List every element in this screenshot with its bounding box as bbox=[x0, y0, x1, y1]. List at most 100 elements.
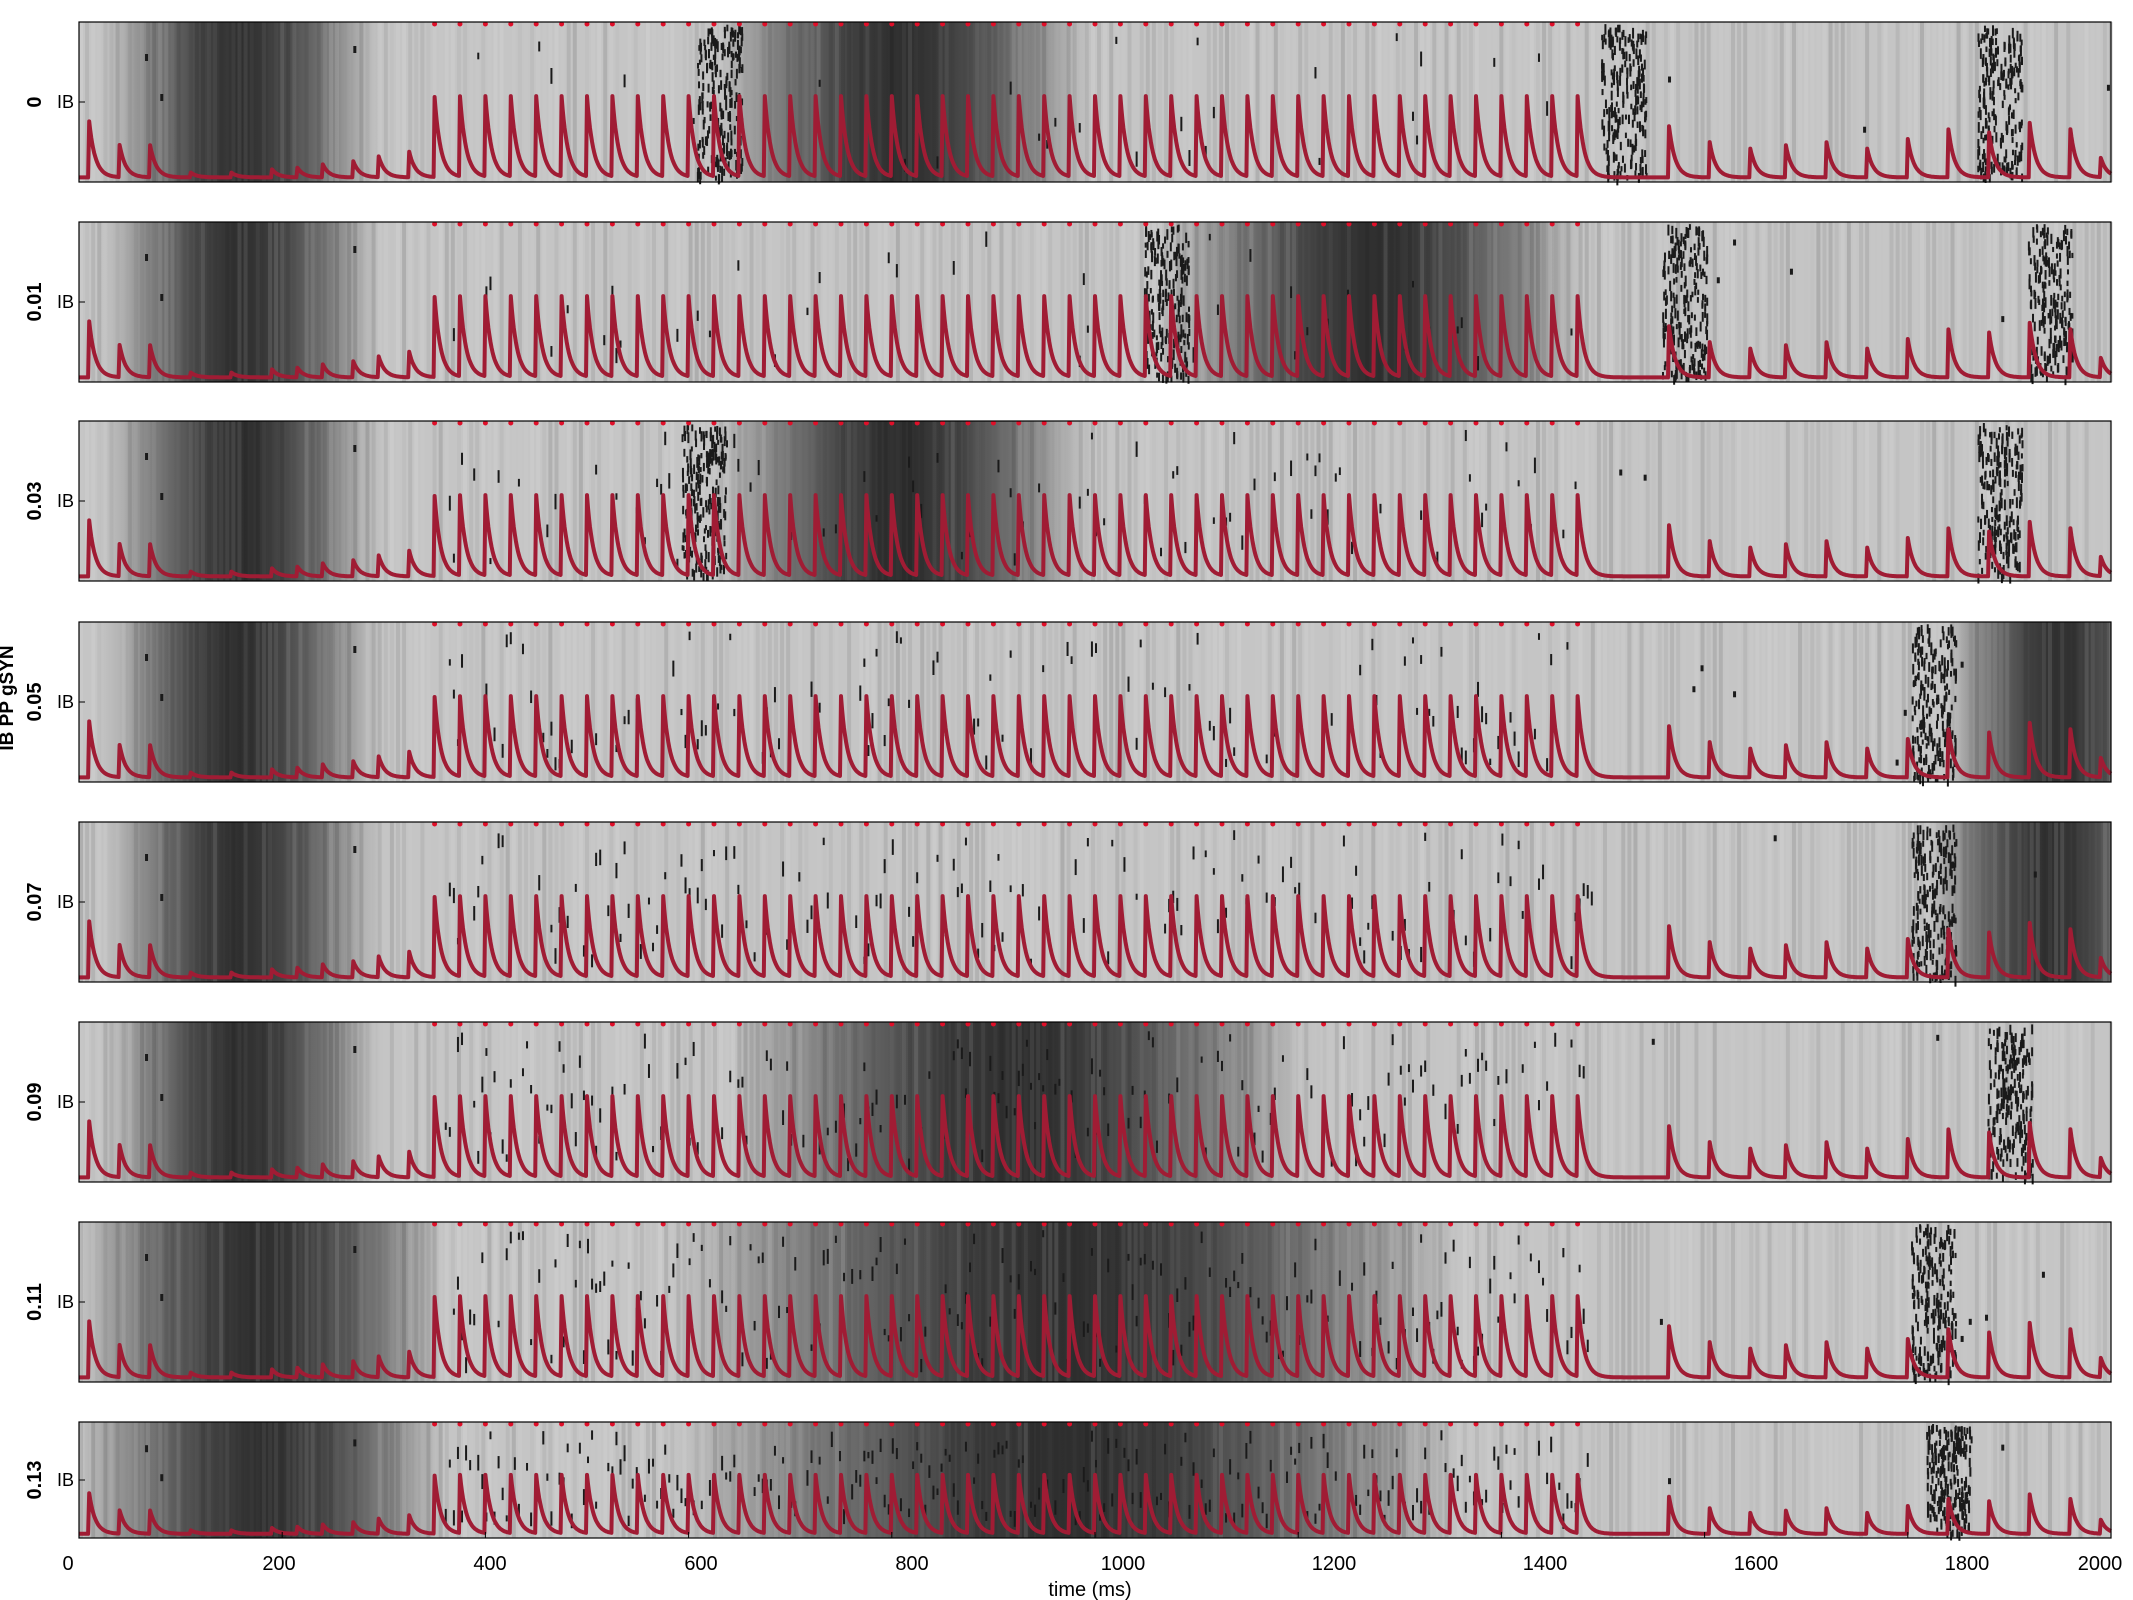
raster-spike bbox=[1160, 548, 1162, 556]
texture-stripe bbox=[1725, 822, 1729, 982]
raster-spike bbox=[1128, 677, 1130, 692]
raster-spike bbox=[571, 1093, 573, 1108]
burst-spike bbox=[1977, 516, 1979, 522]
burst-spike bbox=[1619, 38, 1621, 44]
texture-stripe bbox=[1554, 822, 1558, 982]
burst-spike bbox=[1664, 253, 1666, 263]
texture-stripe bbox=[237, 822, 241, 982]
raster-spike bbox=[1266, 893, 1268, 903]
texture-stripe bbox=[1463, 822, 1467, 982]
burst-spike bbox=[1182, 372, 1184, 382]
texture-stripe bbox=[1073, 622, 1077, 782]
burst-spike bbox=[1918, 699, 1920, 709]
texture-stripe bbox=[1810, 1022, 1814, 1182]
texture-stripe bbox=[250, 1022, 254, 1182]
texture-stripe bbox=[756, 222, 760, 382]
texture-stripe bbox=[1920, 22, 1924, 182]
texture-stripe bbox=[1109, 1022, 1113, 1182]
texture-stripe bbox=[1853, 222, 1857, 382]
texture-stripe bbox=[128, 421, 132, 581]
raster-spike bbox=[473, 906, 475, 920]
burst-spike bbox=[1914, 737, 1916, 744]
burst-spike bbox=[686, 425, 688, 434]
texture-stripe bbox=[347, 1022, 351, 1182]
burst-spike bbox=[1177, 225, 1179, 232]
burst-spike bbox=[2012, 28, 2014, 38]
burst-spike bbox=[2006, 543, 2008, 553]
texture-stripe bbox=[445, 622, 449, 782]
texture-stripe bbox=[603, 822, 607, 982]
burst-spike bbox=[693, 464, 695, 474]
raster-spike bbox=[782, 1110, 784, 1125]
burst-spike bbox=[2051, 309, 2053, 317]
texture-stripe bbox=[1335, 1022, 1339, 1182]
burst-spike bbox=[1991, 507, 1993, 512]
texture-stripe bbox=[237, 421, 241, 581]
raster-spike bbox=[733, 709, 735, 716]
burst-spike bbox=[1919, 886, 1921, 893]
burst-spike bbox=[1645, 97, 1647, 103]
burst-spike bbox=[2012, 499, 2014, 505]
texture-stripe bbox=[225, 622, 229, 782]
texture-stripe bbox=[1188, 822, 1192, 982]
raster-spike bbox=[1010, 82, 1012, 95]
texture-stripe bbox=[1609, 222, 1613, 382]
texture-stripe bbox=[731, 222, 735, 382]
burst-spike bbox=[1637, 55, 1639, 65]
burst-spike bbox=[2019, 127, 2021, 132]
texture-stripe bbox=[2078, 222, 2082, 382]
texture-stripe bbox=[1731, 22, 1735, 182]
raster-spike bbox=[615, 1152, 617, 1161]
texture-stripe bbox=[1164, 822, 1168, 982]
burst-spike bbox=[1180, 301, 1182, 307]
texture-stripe bbox=[1859, 22, 1863, 182]
burst-spike bbox=[1629, 54, 1631, 61]
texture-stripe bbox=[1158, 1022, 1162, 1182]
burst-spike bbox=[1945, 692, 1947, 702]
texture-stripe bbox=[1938, 22, 1942, 182]
texture-stripe bbox=[280, 1022, 284, 1182]
raster-spike bbox=[1294, 887, 1296, 893]
texture-stripe bbox=[158, 822, 162, 982]
burst-spike bbox=[1614, 65, 1616, 71]
raster-spike bbox=[461, 654, 463, 667]
burst-spike bbox=[1939, 758, 1941, 766]
burst-spike bbox=[1187, 262, 1189, 269]
burst-spike bbox=[695, 482, 697, 491]
raster-spike bbox=[522, 644, 524, 654]
texture-stripe bbox=[1341, 22, 1345, 182]
burst-spike bbox=[1158, 296, 1160, 301]
texture-stripe bbox=[475, 622, 479, 782]
burst-spike bbox=[1993, 482, 1995, 492]
texture-stripe bbox=[1006, 222, 1010, 382]
burst-spike bbox=[2017, 428, 2019, 434]
burst-spike bbox=[1184, 260, 1186, 270]
burst-spike bbox=[1680, 241, 1682, 246]
texture-stripe bbox=[420, 622, 424, 782]
burst-spike bbox=[1932, 699, 1934, 705]
burst-spike bbox=[716, 567, 718, 576]
texture-stripe bbox=[908, 1022, 912, 1182]
texture-stripe bbox=[134, 1022, 138, 1182]
texture-stripe bbox=[628, 1022, 632, 1182]
texture-stripe bbox=[1658, 622, 1662, 782]
texture-stripe bbox=[1493, 222, 1497, 382]
raster-spike bbox=[1692, 686, 1695, 692]
burst-spike bbox=[2044, 351, 2046, 361]
burst-spike bbox=[2009, 42, 2011, 49]
burst-spike bbox=[1985, 553, 1987, 560]
texture-stripe bbox=[1182, 421, 1186, 581]
texture-stripe bbox=[213, 22, 217, 182]
texture-stripe bbox=[853, 421, 857, 581]
texture-stripe bbox=[189, 622, 193, 782]
burst-spike bbox=[2060, 268, 2062, 278]
texture-stripe bbox=[1487, 421, 1491, 581]
burst-spike bbox=[2045, 233, 2047, 238]
burst-spike bbox=[2050, 295, 2052, 306]
burst-spike bbox=[2006, 129, 2008, 134]
texture-stripe bbox=[231, 421, 235, 581]
raster-spike bbox=[672, 661, 674, 677]
texture-stripe bbox=[1365, 822, 1369, 982]
texture-stripe bbox=[1890, 622, 1894, 782]
burst-spike bbox=[1952, 825, 1954, 833]
